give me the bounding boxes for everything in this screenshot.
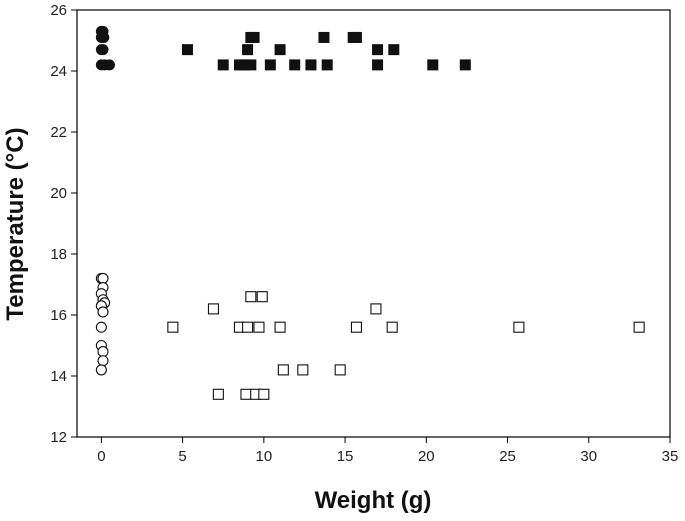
y-tick-label: 14 [50, 368, 67, 385]
x-tick-label: 0 [97, 448, 105, 465]
filled-square-point [264, 59, 276, 71]
x-tick-label: 10 [255, 448, 272, 465]
open-circle-point [97, 346, 109, 358]
y-tick-label: 26 [50, 2, 67, 19]
filled-square-point [318, 31, 330, 43]
open-circle-point [95, 321, 107, 333]
y-tick-label: 18 [50, 246, 67, 263]
x-tick-label: 25 [499, 448, 516, 465]
filled-square-point [459, 59, 471, 71]
open-square-point [256, 291, 268, 303]
filled-square-point [217, 59, 229, 71]
filled-square-point [274, 44, 286, 56]
filled-square-point [350, 31, 362, 43]
open-circle-point [97, 272, 109, 284]
open-square-point [633, 321, 645, 333]
open-square-point [242, 321, 254, 333]
filled-square-point [372, 44, 384, 56]
open-square-point [370, 303, 382, 315]
x-axis-title: Weight (g) [315, 487, 432, 514]
x-axis: 0 5 10 15 20 25 30 35 [97, 437, 678, 465]
x-tick-label: 20 [418, 448, 435, 465]
filled-square-point [248, 31, 260, 43]
y-axis: 12 14 16 18 20 22 24 26 [50, 2, 77, 446]
open-square-point [240, 388, 252, 400]
open-circle-point [95, 364, 107, 376]
open-square-point [513, 321, 525, 333]
open-circle-point [97, 355, 109, 367]
open-square-point [334, 364, 346, 376]
filled-square-point [372, 59, 384, 71]
data-points [95, 25, 645, 400]
open-square-point [253, 321, 265, 333]
open-square-point [167, 321, 179, 333]
filled-circle-point [103, 59, 115, 71]
x-tick-label: 30 [580, 448, 597, 465]
open-square-point [245, 291, 257, 303]
y-axis-title: Temperature (°C) [2, 127, 29, 320]
x-tick-label: 15 [337, 448, 354, 465]
filled-square-point [427, 59, 439, 71]
filled-circle-point [97, 44, 109, 56]
open-square-point [386, 321, 398, 333]
open-square-point [277, 364, 289, 376]
filled-circle-point [98, 31, 110, 43]
x-tick-label: 5 [178, 448, 186, 465]
filled-square-point [388, 44, 400, 56]
open-square-point [297, 364, 309, 376]
filled-square-point [181, 44, 193, 56]
filled-square-point [242, 44, 254, 56]
y-tick-label: 20 [50, 185, 67, 202]
y-tick-label: 22 [50, 124, 67, 141]
open-circle-point [97, 306, 109, 318]
filled-square-point [321, 59, 333, 71]
y-tick-label: 24 [50, 63, 67, 80]
open-square-point [258, 388, 270, 400]
filled-square-point [245, 59, 257, 71]
open-square-point [350, 321, 362, 333]
y-tick-label: 12 [50, 429, 67, 446]
y-tick-label: 16 [50, 307, 67, 324]
plot-area-frame [76, 9, 671, 438]
filled-square-point [289, 59, 301, 71]
open-square-point [207, 303, 220, 315]
open-square-point [274, 321, 286, 333]
filled-square-point [305, 59, 317, 71]
open-square-point [212, 388, 224, 400]
x-tick-label: 35 [662, 448, 679, 465]
